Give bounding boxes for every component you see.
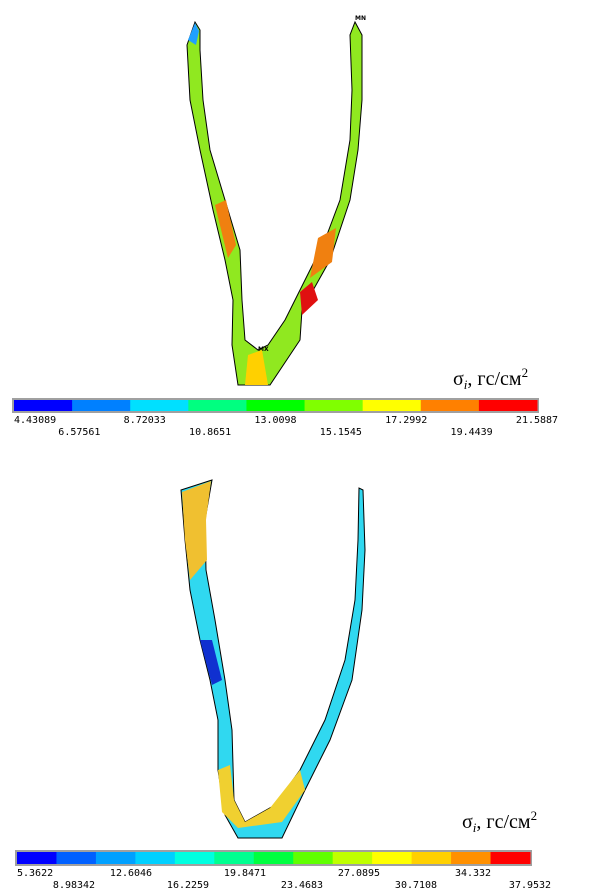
legend-swatch bbox=[56, 852, 97, 864]
legend-swatch bbox=[95, 852, 136, 864]
legend-swatch bbox=[253, 852, 294, 864]
legend-tick-label: 21.5887 bbox=[516, 415, 558, 426]
contour-plot-1 bbox=[186, 20, 363, 386]
legend-swatch bbox=[411, 852, 452, 864]
legend-swatch bbox=[14, 400, 73, 411]
label-symbol: σ bbox=[453, 368, 464, 390]
node-marker: MN bbox=[355, 15, 366, 22]
legend-tick-label: 19.4439 bbox=[451, 427, 493, 438]
band bbox=[218, 765, 305, 828]
legend-swatch bbox=[17, 852, 57, 864]
legend-tick-label: 34.332 bbox=[455, 868, 491, 879]
legend-swatch bbox=[478, 400, 538, 411]
legend-tick-label: 8.98342 bbox=[53, 880, 95, 891]
legend-swatch bbox=[490, 852, 531, 864]
legend-tick-label: 23.4683 bbox=[281, 880, 323, 891]
legend-swatch bbox=[135, 852, 176, 864]
legend-tick-label: 15.1545 bbox=[320, 427, 362, 438]
band bbox=[215, 200, 236, 258]
legend-tick-label: 37.9532 bbox=[509, 880, 551, 891]
legend-label: σi, гс/см2 bbox=[453, 365, 528, 392]
legend-tick-label: 5.3622 bbox=[17, 868, 53, 879]
node-marker: MX bbox=[258, 346, 269, 353]
legend-tick-label: 30.7108 bbox=[395, 880, 437, 891]
band bbox=[188, 23, 199, 45]
legend-label: σi, гс/см2 bbox=[462, 808, 537, 835]
band bbox=[200, 640, 222, 685]
label-exponent: 2 bbox=[522, 365, 529, 380]
legend-tick-label: 13.0098 bbox=[254, 415, 296, 426]
legend-swatch bbox=[420, 400, 480, 411]
label-symbol: σ bbox=[462, 811, 473, 833]
legend-swatch bbox=[188, 400, 247, 411]
legend-tick-label: 10.8651 bbox=[189, 427, 231, 438]
legend-tick-label: 4.43089 bbox=[14, 415, 56, 426]
legend-swatch bbox=[332, 852, 373, 864]
contour-plot-2 bbox=[180, 479, 366, 839]
label-exponent: 2 bbox=[531, 808, 538, 823]
band bbox=[182, 481, 211, 580]
legend-tick-label: 17.2992 bbox=[385, 415, 427, 426]
band bbox=[310, 228, 336, 278]
label-subscript: i bbox=[473, 820, 477, 835]
legend-swatch bbox=[362, 400, 422, 411]
label-unit: , гс/см bbox=[476, 811, 531, 833]
shape bbox=[180, 479, 366, 839]
legend-tick-label: 19.8471 bbox=[224, 868, 266, 879]
legend-swatch bbox=[293, 852, 334, 864]
legend-swatch bbox=[451, 852, 492, 864]
shape bbox=[186, 20, 363, 386]
legend-swatch bbox=[246, 400, 306, 411]
legend-tick-label: 6.57561 bbox=[58, 427, 100, 438]
label-unit: , гс/см bbox=[467, 368, 522, 390]
legend-tick-label: 16.2259 bbox=[167, 880, 209, 891]
legend-swatch bbox=[174, 852, 215, 864]
band bbox=[245, 350, 268, 385]
legend-swatch bbox=[214, 852, 255, 864]
legend-swatch bbox=[72, 400, 131, 411]
legend-tick-label: 12.6046 bbox=[110, 868, 152, 879]
legend-tick-label: 8.72033 bbox=[124, 415, 166, 426]
legend-tick-label: 27.0895 bbox=[338, 868, 380, 879]
legend-swatch bbox=[130, 400, 189, 411]
legend-swatch bbox=[304, 400, 364, 411]
band bbox=[300, 282, 318, 315]
label-subscript: i bbox=[464, 377, 468, 392]
legend-swatch bbox=[372, 852, 413, 864]
